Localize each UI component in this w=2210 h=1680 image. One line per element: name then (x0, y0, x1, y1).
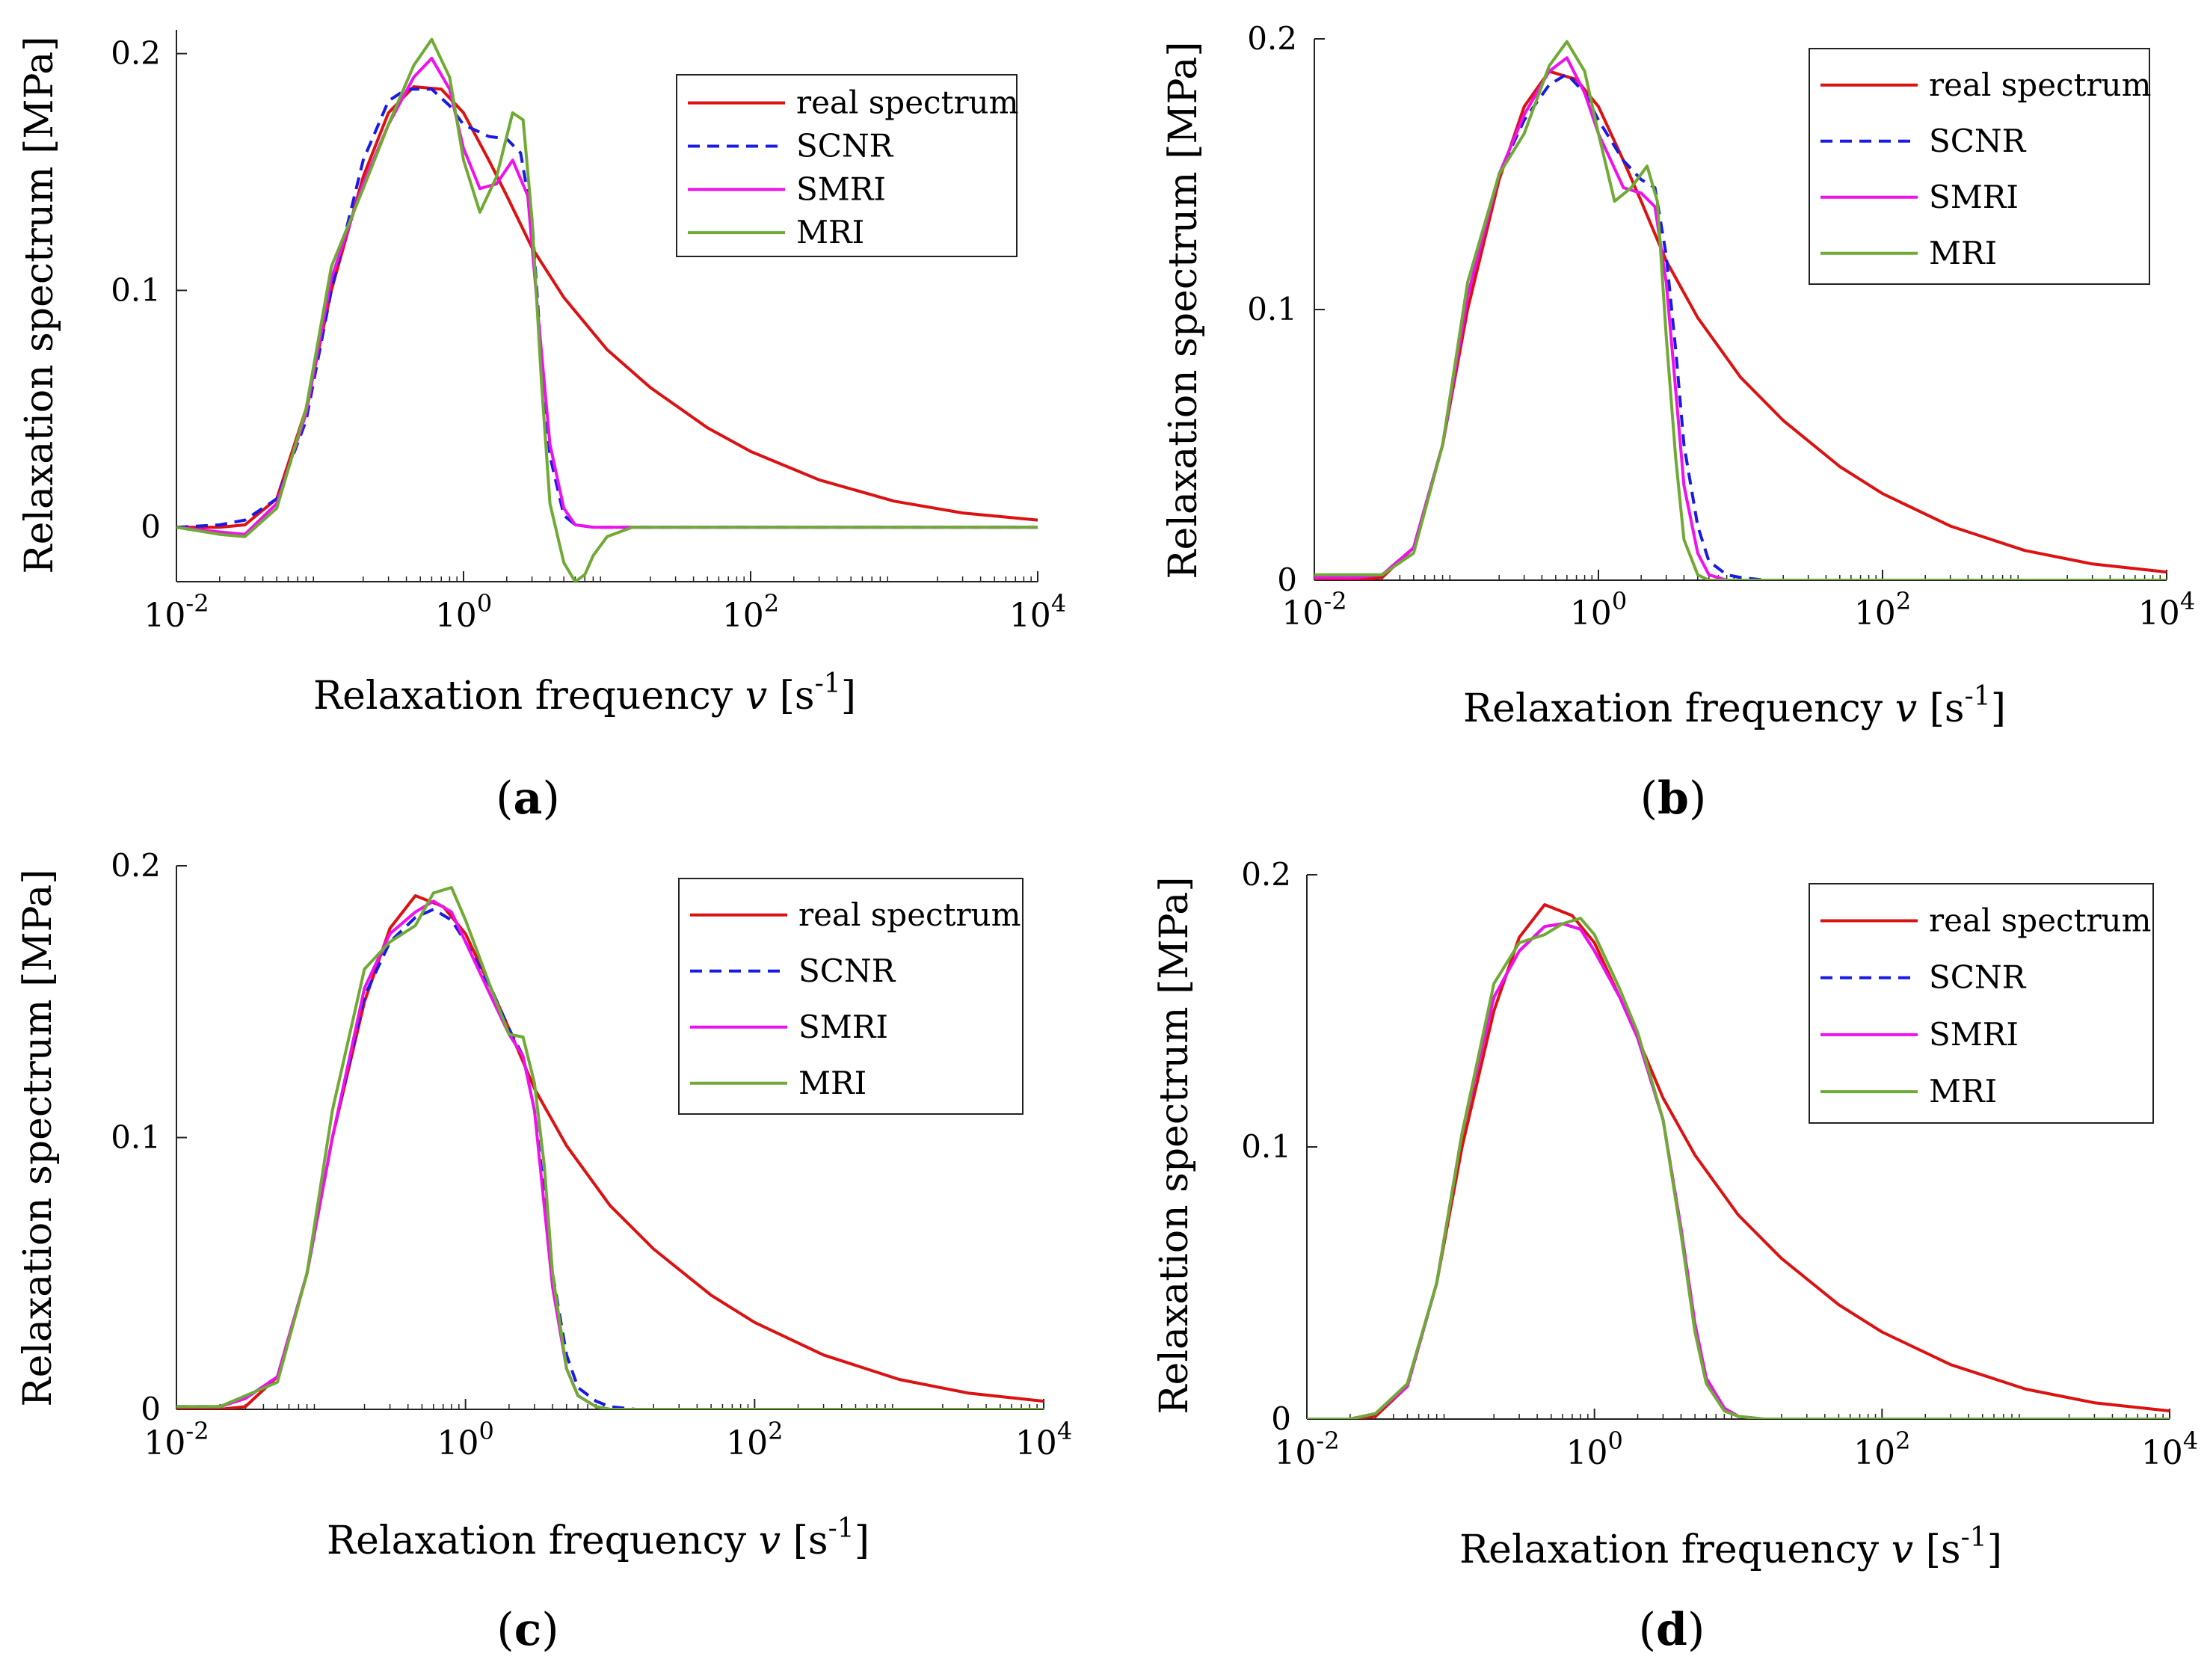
x-tick-label: 104 (1015, 1417, 1072, 1462)
y-tick-label: 0.2 (111, 847, 161, 884)
x-tick-label: 102 (726, 1417, 783, 1462)
legend-label: real spectrum (798, 896, 1021, 933)
series-group (176, 886, 1044, 1409)
x-tick-label: 100 (1570, 587, 1627, 633)
legend: real spectrum SCNR SMRI MRI (676, 74, 1018, 257)
y-tick-label: 0 (1271, 1400, 1291, 1437)
legend-label: SCNR (1929, 123, 2027, 159)
legend-label: MRI (798, 1065, 867, 1101)
y-tick-label: 0.2 (1241, 856, 1291, 893)
legend: real spectrum SCNR SMRI MRI (1809, 883, 2154, 1124)
y-tick-label: 0 (141, 508, 161, 545)
legend-label: SMRI (796, 170, 886, 207)
x-tick-label: 10-2 (1274, 1427, 1339, 1472)
y-tick-label: 0.2 (1247, 20, 1297, 57)
y-tick-label: 0.1 (111, 1119, 161, 1156)
x-tick-label: 10-2 (144, 589, 209, 635)
legend-box (1809, 883, 2154, 1124)
y-tick-label: 0.1 (1247, 291, 1297, 327)
legend: real spectrum SCNR SMRI MRI (678, 878, 1024, 1115)
x-tick-label: 10-2 (144, 1417, 209, 1462)
panel-label: (a) (496, 772, 560, 825)
x-tick-label: 104 (2141, 1427, 2198, 1472)
x-tick-label: 104 (1009, 589, 1066, 635)
x-axis-label: Relaxation frequency v [s-1] (313, 668, 856, 719)
y-tick-label: 0 (1277, 561, 1297, 598)
series-group (1314, 40, 2167, 580)
legend-label: MRI (1929, 1073, 1997, 1110)
legend-label: real spectrum (1929, 902, 2151, 939)
legend-box (676, 74, 1018, 257)
legend: real spectrum SCNR SMRI MRI (1809, 48, 2151, 285)
x-axis-label: Relaxation frequency v [s-1] (1459, 1522, 2002, 1572)
y-tick-label: 0 (141, 1391, 161, 1427)
series-line-mri (176, 37, 1038, 582)
chart-panel-4: 10-2 100 102 104 0 0.1 0.2 Relaxation frequency… (1152, 856, 2198, 1656)
y-tick-label: 0.1 (111, 271, 161, 308)
x-axis-label: Relaxation frequency v [s-1] (327, 1513, 869, 1563)
legend-label: real spectrum (796, 84, 1018, 121)
chart-panel-3: 10-2 100 102 104 0 0.1 0.2 Relaxation frequency… (16, 847, 1072, 1656)
x-tick-label: 102 (1854, 587, 1911, 633)
y-axis-label: Relaxation spectrum [MPa] (1161, 41, 1206, 579)
y-tick-label: 0.2 (111, 35, 161, 72)
legend-label: SCNR (796, 127, 894, 164)
legend-label: SMRI (1929, 179, 2019, 215)
panel-label: (c) (496, 1604, 558, 1656)
x-tick-label: 102 (1853, 1427, 1910, 1472)
legend-label: MRI (796, 214, 864, 250)
legend-label: SMRI (1929, 1016, 2019, 1053)
y-axis-label: Relaxation spectrum [MPa] (16, 869, 61, 1406)
series-line-mri (1314, 40, 2167, 580)
series-line-mri (1307, 917, 2170, 1419)
x-tick-label: 102 (722, 589, 779, 635)
y-tick-label: 0.1 (1241, 1128, 1291, 1165)
chart-panel-2: 10-2 100 102 104 0 0.1 0.2 Relaxation frequency… (1161, 20, 2195, 825)
legend-label: SCNR (798, 953, 896, 989)
legend-label: SMRI (798, 1009, 888, 1045)
series-group (1307, 903, 2170, 1419)
x-tick-label: 100 (1566, 1427, 1622, 1472)
legend-label: SCNR (1929, 959, 2027, 996)
chart-panel-1: 10-2 100 102 104 0 0.1 0.2 Relaxation frequency… (17, 30, 1066, 825)
x-tick-label: 100 (437, 1417, 493, 1462)
series-group (176, 37, 1038, 582)
series-line-mri (176, 886, 1044, 1409)
panel-label: (d) (1639, 1604, 1705, 1656)
legend-label: MRI (1929, 235, 1997, 271)
x-tick-label: 104 (2138, 587, 2195, 633)
legend-box (1809, 48, 2150, 285)
x-tick-label: 10-2 (1281, 587, 1346, 633)
legend-box (678, 878, 1024, 1115)
x-tick-label: 100 (435, 589, 492, 635)
panel-label: (b) (1640, 772, 1707, 825)
y-axis-label: Relaxation spectrum [MPa] (1152, 876, 1197, 1414)
x-axis-label: Relaxation frequency v [s-1] (1463, 681, 2006, 731)
legend-label: real spectrum (1929, 67, 2151, 103)
y-axis-label: Relaxation spectrum [MPa] (17, 36, 62, 573)
